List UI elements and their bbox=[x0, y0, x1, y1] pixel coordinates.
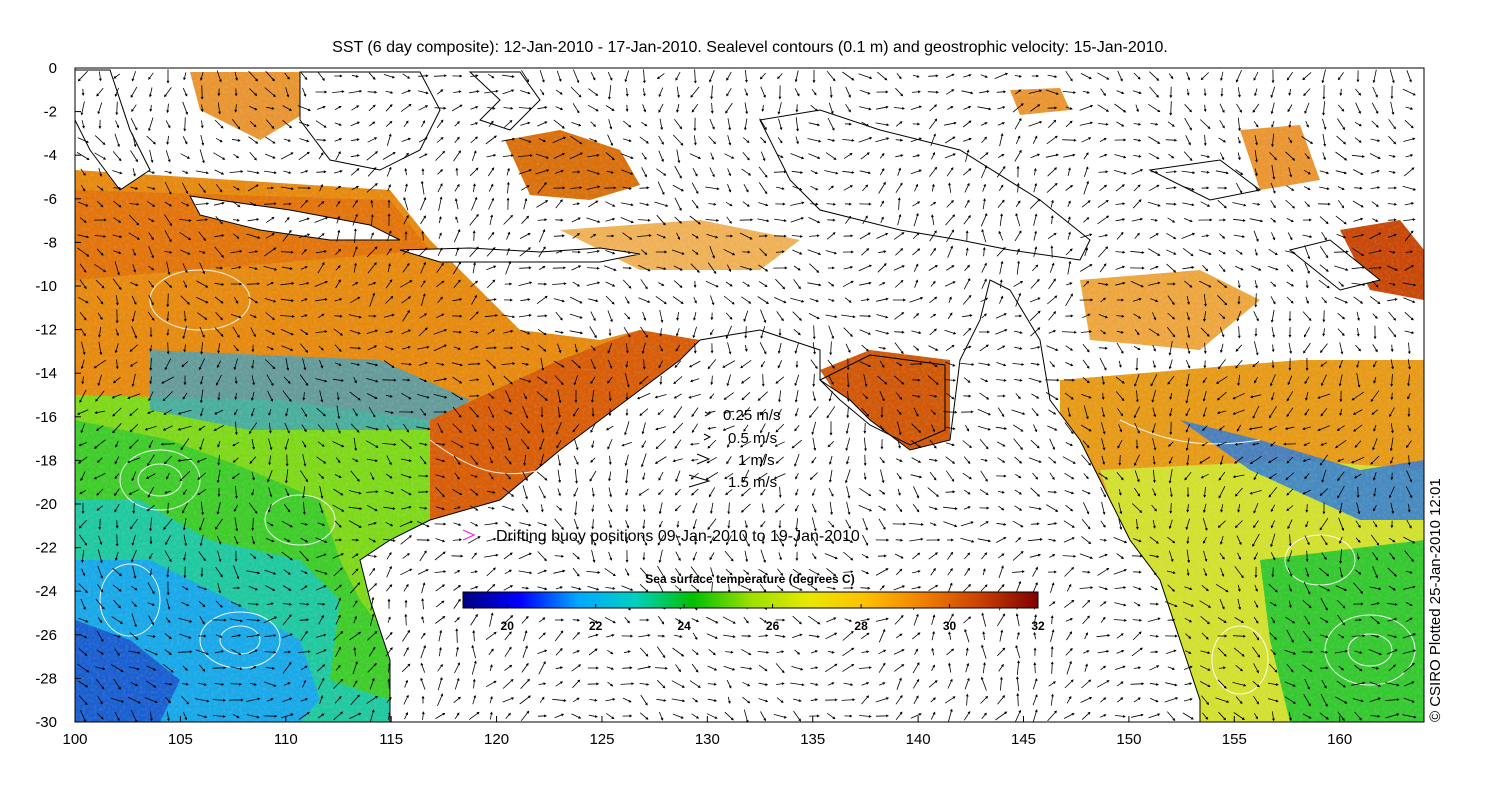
colorbar-tick-label: 30 bbox=[943, 619, 957, 633]
colorbar-tick-label: 22 bbox=[589, 619, 603, 633]
x-tick-label: 145 bbox=[1011, 731, 1036, 748]
x-tick-label: 105 bbox=[168, 731, 193, 748]
velocity-vector-field bbox=[76, 69, 1417, 722]
y-tick-label: -28 bbox=[35, 670, 57, 687]
new-guinea-landmass bbox=[759, 109, 1091, 261]
geostrophic-velocity-vectors bbox=[76, 69, 1417, 722]
velocity-legend-entry: 0.5 m/s bbox=[703, 430, 777, 447]
velocity-legend-label: 0.5 m/s bbox=[728, 430, 777, 447]
x-tick-label: 115 bbox=[379, 731, 403, 748]
velocity-legend-label: 1 m/s bbox=[738, 452, 775, 469]
x-tick-label: 130 bbox=[695, 731, 720, 748]
colorbar: Sea surface temperature (degrees C) 20 22… bbox=[462, 572, 1045, 633]
x-tick-label: 160 bbox=[1327, 731, 1352, 748]
y-tick-label: 0 bbox=[49, 60, 57, 77]
y-tick-label: -16 bbox=[35, 409, 57, 426]
y-tick-label: -6 bbox=[44, 191, 57, 208]
colorbar-tick-label: 28 bbox=[854, 619, 868, 633]
x-tick-label: 125 bbox=[589, 731, 614, 748]
y-tick-label: -8 bbox=[44, 234, 57, 251]
velocity-legend-label: 0.25 m/s bbox=[723, 407, 781, 424]
colorbar-tick-label: 20 bbox=[501, 619, 515, 633]
y-tick-label: -24 bbox=[35, 583, 57, 600]
x-tick-label: 135 bbox=[800, 731, 825, 748]
sumatra-landmass bbox=[75, 69, 151, 191]
y-tick-label: -30 bbox=[35, 714, 57, 731]
buoy-legend: Drifting buoy positions 09-Jan-2010 to 1… bbox=[462, 528, 860, 545]
velocity-arrow-icon bbox=[696, 453, 711, 465]
y-tick-label: -4 bbox=[44, 147, 57, 164]
borneo-landmass bbox=[299, 71, 441, 171]
sulawesi-landmass bbox=[468, 71, 541, 131]
velocity-legend-entry: 1.5 m/s bbox=[688, 474, 777, 491]
colorbar-ticks: 20 22 24 26 28 30 32 bbox=[501, 604, 1045, 633]
plot-area bbox=[75, 68, 1424, 722]
y-tick-label: -10 bbox=[35, 278, 57, 295]
y-tick-label: -22 bbox=[35, 540, 57, 557]
y-tick-label: -2 bbox=[44, 104, 57, 121]
colorbar-tick-label: 32 bbox=[1031, 619, 1045, 633]
x-axis: 100 105 110 115 120 125 130 135 140 145 150 155 160 bbox=[62, 716, 1352, 748]
velocity-legend: 0.25 m/s 0.5 m/s 1 m/s 1.5 m/s bbox=[688, 407, 781, 491]
x-tick-label: 140 bbox=[906, 731, 931, 748]
y-tick-label: -18 bbox=[35, 452, 57, 469]
velocity-legend-entry: 0.25 m/s bbox=[704, 407, 781, 424]
x-tick-label: 120 bbox=[484, 731, 509, 748]
credit-text: © CSIRO Plotted 25-Jan-2010 12:01 bbox=[1427, 478, 1444, 722]
australia-landmass bbox=[359, 279, 1201, 722]
colorbar-title: Sea surface temperature (degrees C) bbox=[645, 572, 854, 586]
y-tick-label: -20 bbox=[35, 496, 57, 513]
y-tick-label: -12 bbox=[35, 322, 57, 339]
colorbar-tick-label: 24 bbox=[677, 619, 691, 633]
buoy-legend-label: Drifting buoy positions 09-Jan-2010 to 1… bbox=[496, 528, 860, 545]
velocity-arrow-icon bbox=[703, 433, 712, 441]
y-tick-label: -14 bbox=[35, 365, 57, 382]
velocity-legend-label: 1.5 m/s bbox=[728, 474, 777, 491]
colorbar-scale bbox=[462, 591, 1039, 609]
x-tick-label: 110 bbox=[274, 731, 298, 748]
land-masses bbox=[75, 69, 1382, 722]
velocity-arrow-icon bbox=[688, 474, 711, 488]
x-tick-label: 100 bbox=[62, 731, 87, 748]
y-axis: 0 -2 -4 -6 -8 -10 -12 -14 -16 -18 -20 -22 -24 -26 -28 -… bbox=[35, 60, 81, 731]
java-landmass bbox=[189, 195, 401, 241]
x-tick-label: 155 bbox=[1222, 731, 1247, 748]
x-tick-label: 150 bbox=[1116, 731, 1141, 748]
figure-title: SST (6 day composite): 12-Jan-2010 - 17-… bbox=[332, 39, 1168, 56]
buoy-marker-icon bbox=[462, 529, 476, 541]
plot-frame bbox=[74, 67, 1425, 723]
y-tick-label: -26 bbox=[35, 627, 57, 644]
colorbar-tick-label: 26 bbox=[766, 619, 780, 633]
velocity-legend-entry: 1 m/s bbox=[696, 452, 775, 469]
velocity-arrow-icon bbox=[704, 411, 711, 417]
sealevel-contours bbox=[99, 269, 1416, 695]
